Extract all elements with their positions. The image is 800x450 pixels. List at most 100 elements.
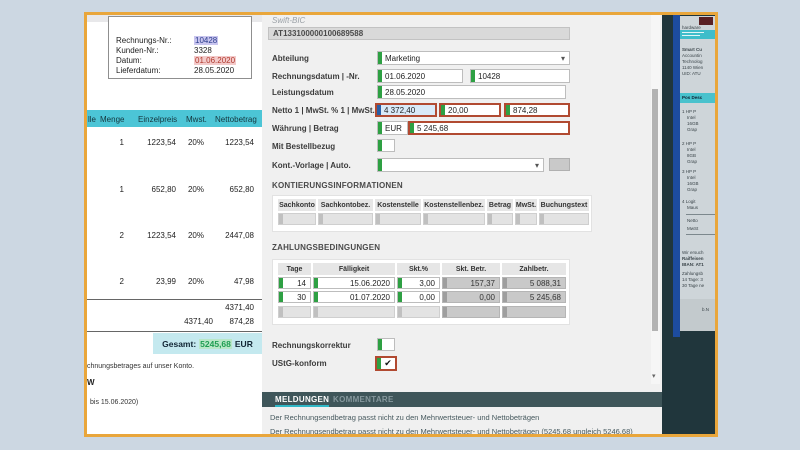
leistungsdatum-label: Leistungsdatum [272,88,334,97]
lieferdatum-value: 28.05.2020 [194,66,235,75]
field-status-bar [488,214,492,224]
rechnungsnr-input[interactable]: 10428 [470,69,570,83]
scrollbar-thumb[interactable] [652,89,658,331]
col-header: lle [88,115,97,124]
sachkontobez-input[interactable] [318,213,373,225]
form-scrollbar[interactable]: ▾ [651,15,660,384]
thumb-line: 16GB [687,121,699,126]
kontierung-col-header: Sachkonto [278,199,316,211]
thumb-line: Netto [687,218,698,223]
kontierung-col-header: Sachkontobez. [318,199,373,211]
zb-skt-input[interactable]: 3,00 [397,277,440,289]
cell-netto: 2447,08 [225,231,254,240]
gesamt-currency: EUR [234,338,253,349]
thumb-line: Zahlungsb [682,271,704,276]
thumb-line: Intel [687,147,696,152]
ustg-checkbox[interactable]: ✔ [375,356,397,371]
thumb-line: Grap [687,127,698,132]
kunden-nr-value: 3328 [194,46,212,55]
thumb-line: Wir ersuch [682,250,704,255]
divider [87,299,262,300]
thumb-divider [686,214,715,215]
mwst-cell-input[interactable] [515,213,537,225]
cell-menge: 2 [119,277,124,286]
kostenstellenbez-input[interactable] [423,213,485,225]
waehrung-input[interactable]: EUR [377,121,408,135]
zb-skt-input[interactable] [397,306,440,318]
field-status-bar [378,159,382,171]
zb-zahlbetr-field: 5 088,31 [502,277,566,289]
thumb-line: 1 HP P [682,109,697,114]
leistungsdatum-input[interactable]: 28.05.2020 [377,85,566,99]
kont-vorlage-auto-button[interactable] [549,158,570,171]
bestellbezug-checkbox[interactable] [377,139,395,152]
field-status-bar [443,307,447,317]
buchungstext-input[interactable] [539,213,589,225]
invoice-note: W [87,378,95,387]
zb-zahlbetr-field [502,306,566,318]
bestellbezug-label: Mit Bestellbezug [272,142,336,151]
mwst-pct-input[interactable]: 20,00 [439,103,501,117]
field-status-bar [279,307,283,317]
subtotal-netto: 4371,40 [225,303,254,312]
divider [87,331,262,332]
field-status-bar [398,307,402,317]
thumb-line: hardware [682,25,701,30]
thumb-line: 1140 Wien [682,65,704,70]
zahlung-col-header: Tage [278,263,311,275]
thumb-line: Smart Cu [682,47,703,52]
document-thumbnail-pane: hardware Smart Cu Accountin Technolog 11… [662,15,715,434]
message-item: Der Rechnungsendbetrag passt nicht zu de… [270,427,633,434]
iban-field: AT133100000100689588 [268,27,570,40]
field-status-bar [471,70,475,82]
field-status-bar [378,86,382,98]
invoice-meta-label: Rechnungs-Nr.: [116,36,172,45]
mwst1-input[interactable]: 874,28 [504,103,570,117]
invoice-table-header: lle Menge Einzelpreis Mwst. Nettobetrag [87,110,262,127]
field-status-bar [377,358,381,369]
cell-mwst: 20% [187,185,204,194]
thumb-line: 2 HP P [682,141,697,146]
zb-skt-input[interactable]: 0,00 [397,291,440,303]
zb-skt-betr-field: 157,37 [442,277,500,289]
field-status-bar [377,105,381,115]
field-status-bar [314,307,318,317]
rechnungsdatum-input[interactable]: 01.06.2020 [377,69,463,83]
zahlung-col-header: Skt. Betr. [442,263,500,275]
zb-tage-input[interactable]: 30 [278,291,311,303]
kont-vorlage-select[interactable]: ▾ [377,158,544,172]
zb-skt-betr-field [442,306,500,318]
vendor-logo [699,17,713,25]
thumb-line: 30 Tage ne [682,283,705,288]
document-thumbnail[interactable]: hardware Smart Cu Accountin Technolog 11… [680,16,715,331]
zb-faelligkeit-input[interactable] [313,306,395,318]
field-status-bar [314,278,318,288]
field-status-bar [443,292,447,302]
sachkonto-input[interactable] [278,213,316,225]
datum-value: 01.06.2020 [194,56,237,65]
field-status-bar [398,278,402,288]
rechnungskorrektur-label: Rechnungskorrektur [272,341,351,350]
netto1-input[interactable]: 4 372,40 [375,103,437,117]
cell-einzelpreis: 23,99 [155,277,176,286]
zb-tage-input[interactable] [278,306,311,318]
zb-faelligkeit-input[interactable]: 15.06.2020 [313,277,395,289]
cell-mwst: 20% [187,138,204,147]
tab-kommentare[interactable]: KOMMENTARE [333,395,394,404]
abteilung-label: Abteilung [272,54,309,63]
invoice-meta-box: Rechnungs-Nr.: 10428 Kunden-Nr.: 3328 Da… [108,16,252,79]
abteilung-select[interactable]: Marketing ▾ [377,51,570,65]
betrag-input[interactable]: 5 245,68 [408,121,570,135]
zb-faelligkeit-input[interactable]: 01.07.2020 [313,291,395,303]
rechnungskorrektur-checkbox[interactable] [377,338,395,351]
field-status-bar [378,52,382,64]
tab-meldungen[interactable]: MELDUNGEN [275,395,330,407]
field-status-bar [378,122,382,134]
scroll-down-icon[interactable]: ▾ [652,373,656,380]
zb-tage-input[interactable]: 14 [278,277,311,289]
zb-zahlbetr-field: 5 245,68 [502,291,566,303]
kostenstelle-input[interactable] [375,213,421,225]
betrag-cell-input[interactable] [487,213,513,225]
kontierung-col-header: Kostenstellenbez. [423,199,485,211]
thumb-line: Accountin [682,53,702,58]
